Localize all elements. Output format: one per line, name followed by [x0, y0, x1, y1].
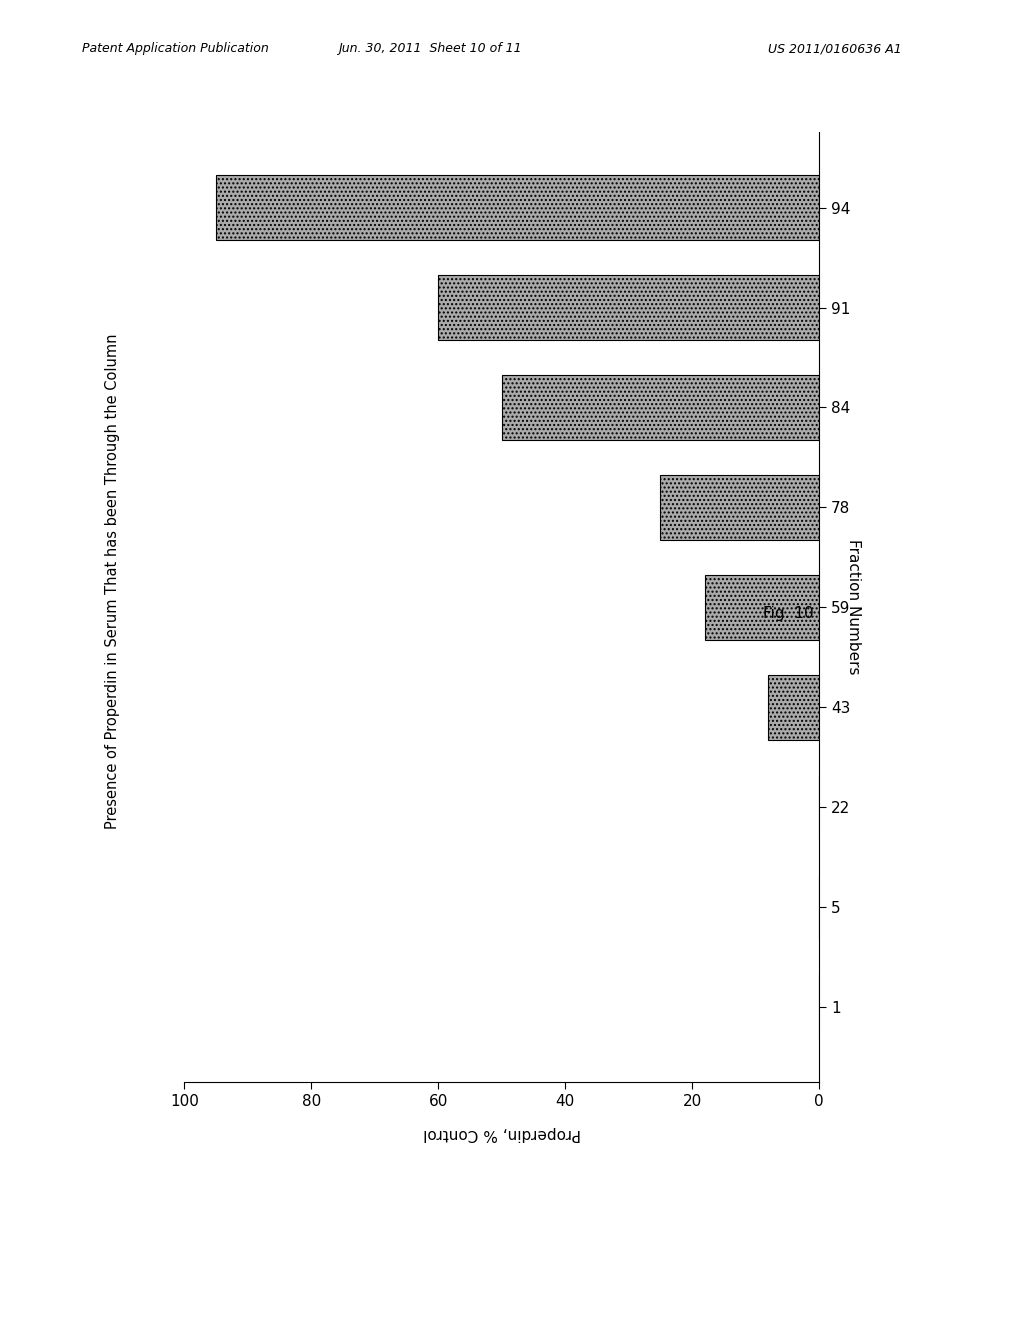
Text: Jun. 30, 2011  Sheet 10 of 11: Jun. 30, 2011 Sheet 10 of 11	[338, 42, 522, 55]
Text: Patent Application Publication: Patent Application Publication	[82, 42, 268, 55]
Bar	[502, 375, 819, 440]
Bar	[660, 475, 819, 540]
Text: Presence of Properdin in Serum That has been Through the Column: Presence of Properdin in Serum That has …	[105, 333, 120, 829]
Y-axis label: Fraction Numbers: Fraction Numbers	[847, 540, 861, 675]
Bar	[216, 176, 819, 240]
Bar	[768, 675, 819, 739]
Bar	[705, 574, 819, 640]
Text: Fig. 10: Fig. 10	[763, 606, 813, 622]
Bar	[438, 275, 819, 341]
Text: US 2011/0160636 A1: US 2011/0160636 A1	[768, 42, 902, 55]
X-axis label: Properdin, % Control: Properdin, % Control	[423, 1126, 581, 1140]
